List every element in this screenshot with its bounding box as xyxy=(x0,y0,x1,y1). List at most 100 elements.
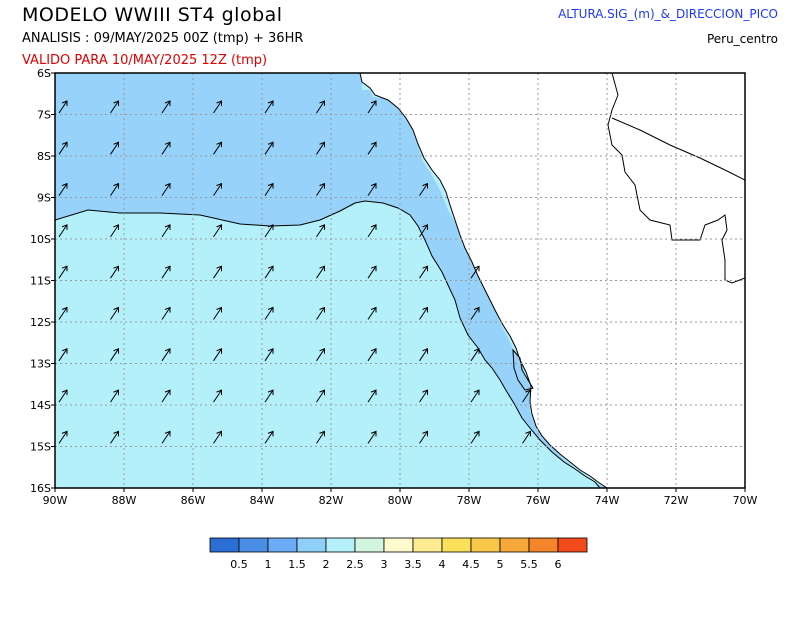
colorbar-swatch xyxy=(441,537,472,553)
wave-arrow xyxy=(161,430,171,444)
wave-arrow xyxy=(110,348,119,362)
border-line-2 xyxy=(611,117,745,181)
wave-arrow xyxy=(161,389,171,403)
wave-arrow xyxy=(161,141,171,155)
wave-arrow xyxy=(419,224,428,238)
wave-arrow xyxy=(110,141,119,155)
wave-arrow xyxy=(316,389,325,403)
wave-arrow xyxy=(213,141,222,155)
wave-arrow xyxy=(58,306,68,320)
wave-arrow xyxy=(264,306,274,320)
lat-axis: 6S 7S 8S 9S 10S 11S 12S 13S 14S 15S 16S xyxy=(30,67,55,495)
wave-arrow xyxy=(110,224,119,238)
wave-arrow xyxy=(264,348,274,362)
wave-zone-2m xyxy=(55,73,607,488)
wave-arrow xyxy=(110,182,119,196)
lat-tick-label: 14S xyxy=(30,399,51,412)
analysis-time: ANALISIS : 09/MAY/2025 00Z (tmp) + 36HR xyxy=(22,31,304,46)
colorbar-swatch xyxy=(296,537,327,553)
wave-arrow xyxy=(316,224,325,238)
colorbar-swatch xyxy=(412,537,443,553)
wave-arrow xyxy=(264,430,274,444)
colorbar: 0.5 1 1.5 2 2.5 3 3.5 4 4.5 5 5.5 6 xyxy=(209,537,588,571)
wave-arrow xyxy=(213,348,222,362)
colorbar-swatch xyxy=(354,537,385,553)
colorbar-label: 1 xyxy=(265,558,272,571)
grid-lines xyxy=(55,73,745,488)
wave-arrow xyxy=(470,348,480,362)
wave-arrow xyxy=(264,389,274,403)
lat-tick-label: 8S xyxy=(37,150,51,163)
wave-arrow xyxy=(316,182,325,196)
wave-arrow xyxy=(110,306,119,320)
wave-arrow xyxy=(161,265,171,279)
colorbar-label: 0.5 xyxy=(230,558,248,571)
lon-axis: 90W 88W 86W 84W 82W 80W 78W 76W 74W 72W 70W xyxy=(43,488,758,507)
wave-arrow xyxy=(58,141,68,155)
wave-arrow xyxy=(161,100,171,114)
colorbar-swatch xyxy=(267,537,298,553)
lat-tick-label: 13S xyxy=(30,358,51,371)
colorbar-label: 3 xyxy=(381,558,388,571)
wave-arrow xyxy=(316,265,325,279)
colorbar-swatch xyxy=(383,537,414,553)
wave-arrow xyxy=(161,348,171,362)
colorbar-label: 2 xyxy=(323,558,330,571)
wave-arrow xyxy=(264,182,274,196)
wave-arrow xyxy=(419,348,428,362)
wave-arrow xyxy=(161,224,171,238)
colorbar-swatch xyxy=(470,537,501,553)
wave-arrow xyxy=(264,141,274,155)
wave-arrow xyxy=(58,182,68,196)
lat-tick-label: 9S xyxy=(37,192,51,205)
product-name: ALTURA.SIG_(m)_&_DIRECCION_PICO xyxy=(558,7,778,21)
colorbar-label: 2.5 xyxy=(346,558,364,571)
wave-arrow xyxy=(110,100,119,114)
colorbar-label: 5 xyxy=(497,558,504,571)
coastline xyxy=(359,73,608,488)
wave-arrow xyxy=(367,100,377,114)
wave-arrow xyxy=(367,141,377,155)
wave-arrow xyxy=(213,430,222,444)
colorbar-label: 5.5 xyxy=(520,558,538,571)
wave-arrow xyxy=(367,348,377,362)
wave-arrow xyxy=(367,389,377,403)
wave-arrows xyxy=(58,100,531,444)
wave-arrow xyxy=(213,265,222,279)
wave-arrow xyxy=(367,306,377,320)
lon-tick-label: 90W xyxy=(43,494,68,507)
wave-arrow xyxy=(316,430,325,444)
wave-arrow xyxy=(419,265,428,279)
wave-arrow xyxy=(316,141,325,155)
wave-arrow xyxy=(58,100,68,114)
wave-arrow xyxy=(522,389,531,403)
wave-arrow xyxy=(419,430,428,444)
colorbar-swatch xyxy=(325,537,356,553)
wave-arrow xyxy=(213,182,222,196)
wave-arrow xyxy=(213,389,222,403)
lat-tick-label: 7S xyxy=(37,109,51,122)
wave-arrow xyxy=(58,389,68,403)
wave-arrow xyxy=(367,430,377,444)
colorbar-swatch xyxy=(499,537,530,553)
colorbar-label: 1.5 xyxy=(288,558,306,571)
lat-tick-label: 12S xyxy=(30,316,51,329)
land-mass xyxy=(360,73,745,488)
wave-arrow xyxy=(470,265,480,279)
wave-arrow xyxy=(316,348,325,362)
wave-arrow xyxy=(367,182,377,196)
colorbar-label: 6 xyxy=(555,558,562,571)
wave-arrow xyxy=(213,306,222,320)
border-line xyxy=(607,73,745,284)
wave-arrow xyxy=(58,224,68,238)
wave-arrow xyxy=(110,430,119,444)
lon-tick-label: 86W xyxy=(181,494,206,507)
wave-arrow xyxy=(470,306,480,320)
wave-arrow xyxy=(367,224,377,238)
wave-arrow xyxy=(213,100,222,114)
wave-arrow xyxy=(522,430,531,444)
lon-tick-label: 74W xyxy=(595,494,620,507)
wave-arrow xyxy=(316,100,325,114)
lon-tick-label: 80W xyxy=(388,494,413,507)
